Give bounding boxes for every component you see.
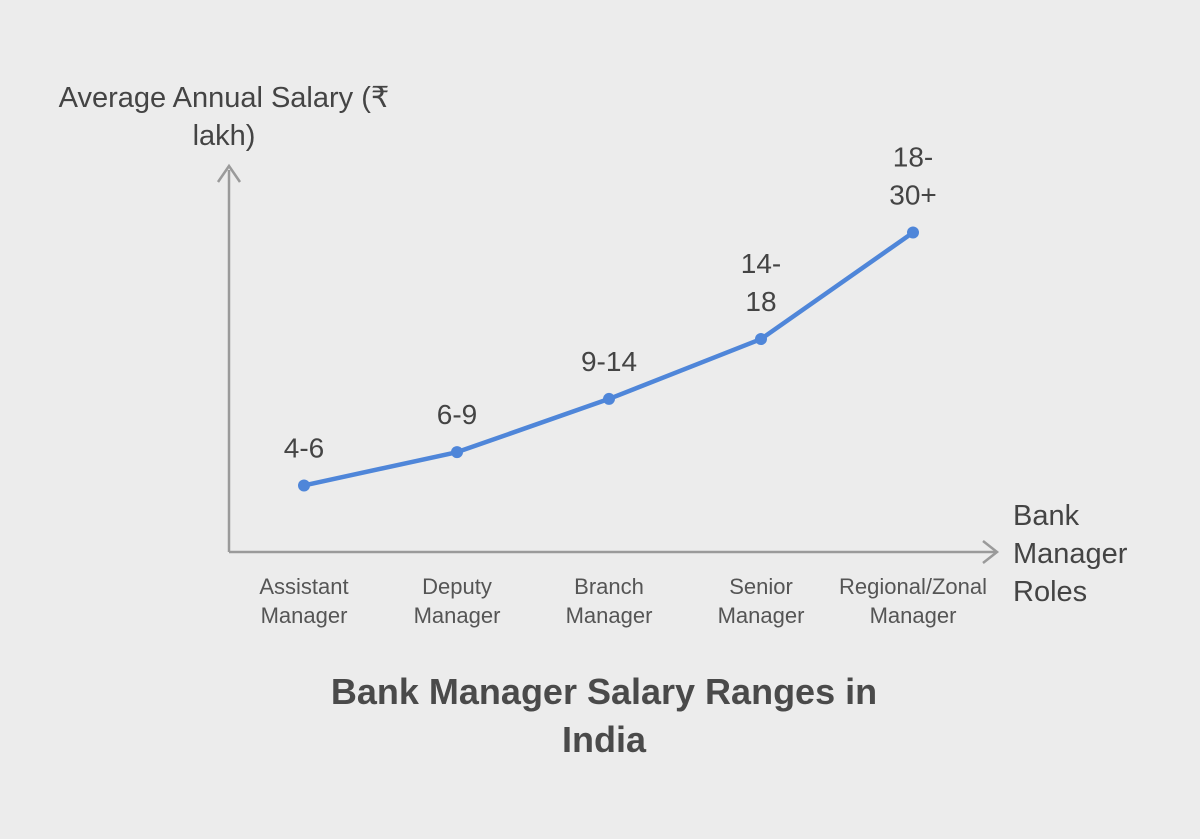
text-line: Deputy xyxy=(422,574,492,599)
data-point xyxy=(298,479,310,492)
text-line: 18- xyxy=(893,142,933,173)
text-line: Manager xyxy=(718,603,805,628)
text-line: 9-14 xyxy=(581,346,637,377)
axes xyxy=(216,163,1000,564)
text-line: 4-6 xyxy=(284,432,324,463)
x-tick-label: Deputy Manager xyxy=(414,574,501,628)
text-line: Branch xyxy=(574,574,644,599)
text-line: Bank xyxy=(1013,500,1080,532)
data-label: 4-6 xyxy=(284,432,324,463)
x-axis-arrow xyxy=(982,540,1000,564)
data-point xyxy=(451,446,463,459)
y-axis-title: Average Annual Salary (₹ lakh) xyxy=(59,82,390,152)
data-label: 14-18 xyxy=(741,248,781,317)
x-tick-label: Senior Manager xyxy=(718,574,805,628)
text-line: Senior xyxy=(729,574,793,599)
text-line: 18 xyxy=(745,286,776,317)
text-line: lakh) xyxy=(193,120,256,152)
text-line: Manager xyxy=(870,603,957,628)
text-line: Bank Manager Salary Ranges in xyxy=(331,671,877,712)
x-tick-label: Regional/Zonal Manager xyxy=(839,574,987,628)
text-line: Manager xyxy=(261,603,348,628)
y-axis-arrow xyxy=(216,163,242,183)
data-points xyxy=(298,226,919,492)
x-tick-label: Assistant Manager xyxy=(259,574,348,628)
text-line: 14- xyxy=(741,248,781,279)
text-line: Manager xyxy=(414,603,501,628)
x-tick-labels: Assistant Manager Deputy Manager Branch Manag… xyxy=(259,574,987,628)
text-line: Average Annual Salary (₹ xyxy=(59,82,390,114)
text-line: India xyxy=(562,719,647,760)
data-point xyxy=(603,392,615,405)
text-line: Manager xyxy=(566,603,653,628)
text-line: Roles xyxy=(1013,576,1087,608)
data-label: 6-9 xyxy=(437,399,477,430)
data-point xyxy=(907,226,919,239)
x-axis-title: Bank Manager Roles xyxy=(1013,500,1128,608)
text-line: Assistant xyxy=(259,574,348,599)
text-line: Regional/Zonal xyxy=(839,574,987,599)
text-line: Manager xyxy=(1013,538,1128,570)
x-tick-label: Branch Manager xyxy=(566,574,653,628)
data-point xyxy=(755,333,767,346)
data-label: 9-14 xyxy=(581,346,637,377)
text-line: 6-9 xyxy=(437,399,477,430)
text-line: 30+ xyxy=(889,180,937,211)
data-label: 18-30+ xyxy=(889,142,937,211)
chart-title: Bank Manager Salary Ranges in India xyxy=(331,671,877,760)
